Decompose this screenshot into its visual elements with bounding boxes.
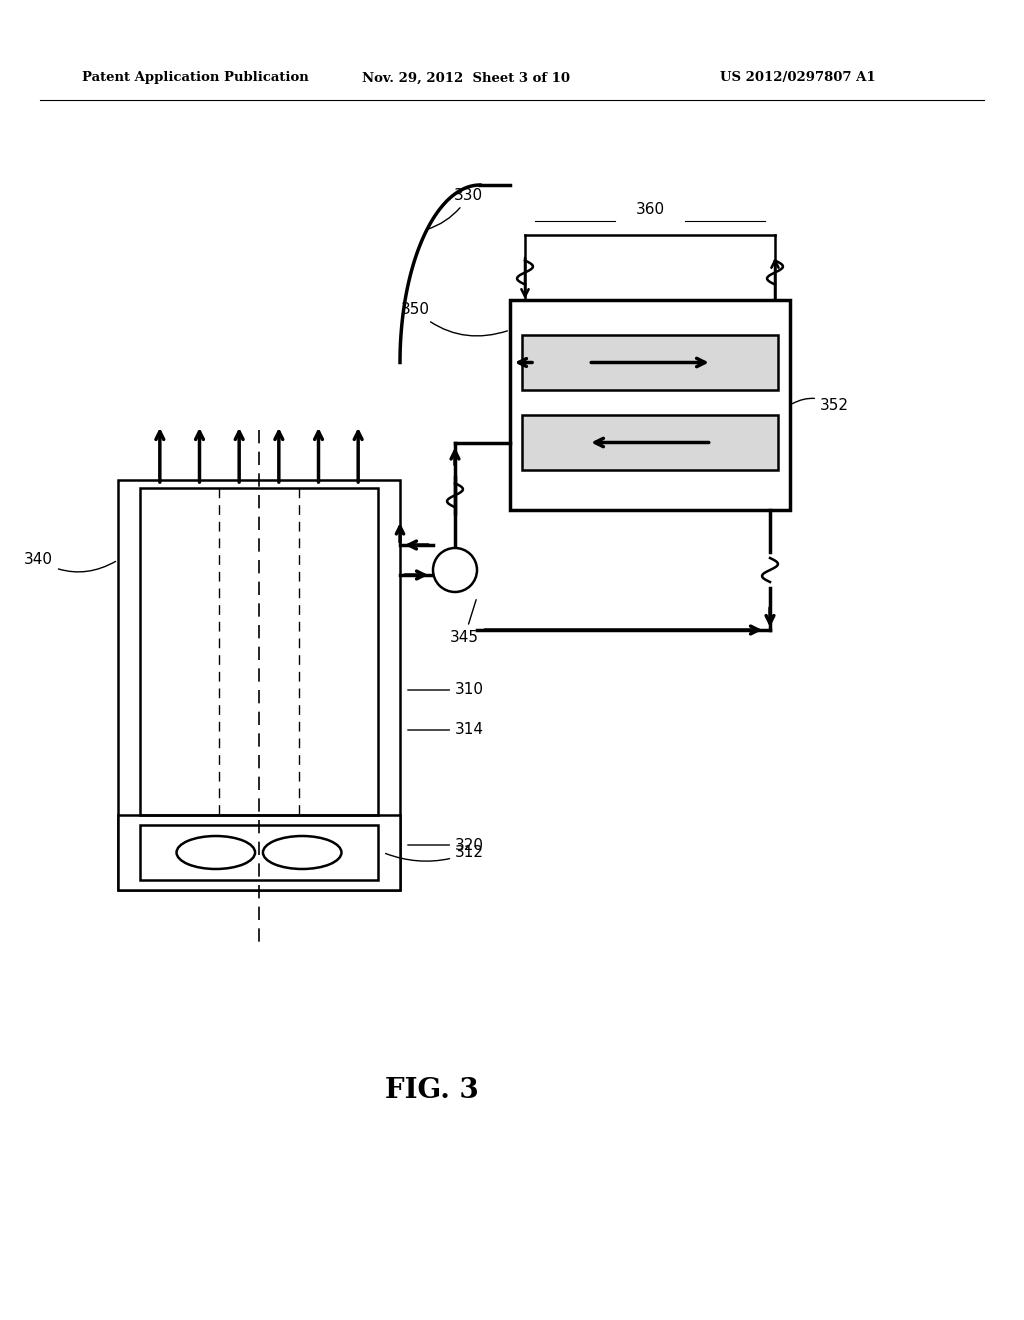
Text: US 2012/0297807 A1: US 2012/0297807 A1 xyxy=(720,71,876,84)
Text: 320: 320 xyxy=(408,837,484,853)
Text: 345: 345 xyxy=(450,599,479,644)
Bar xyxy=(118,814,400,890)
Circle shape xyxy=(433,548,477,591)
Text: 360: 360 xyxy=(636,202,665,216)
Text: 310: 310 xyxy=(408,682,484,697)
Bar xyxy=(510,300,790,510)
Text: 352: 352 xyxy=(793,397,849,412)
Text: Patent Application Publication: Patent Application Publication xyxy=(82,71,309,84)
Text: 350: 350 xyxy=(401,302,507,335)
Bar xyxy=(118,480,400,890)
Ellipse shape xyxy=(176,836,255,869)
Ellipse shape xyxy=(263,836,341,869)
Text: 330: 330 xyxy=(427,187,483,230)
Text: 340: 340 xyxy=(24,553,116,572)
Bar xyxy=(522,414,778,470)
Text: 312: 312 xyxy=(386,845,484,861)
Text: FIG. 3: FIG. 3 xyxy=(385,1077,479,1104)
Bar xyxy=(140,488,378,814)
Bar xyxy=(140,825,378,880)
Text: Nov. 29, 2012  Sheet 3 of 10: Nov. 29, 2012 Sheet 3 of 10 xyxy=(362,71,570,84)
Text: 314: 314 xyxy=(408,722,484,738)
Bar xyxy=(522,335,778,389)
